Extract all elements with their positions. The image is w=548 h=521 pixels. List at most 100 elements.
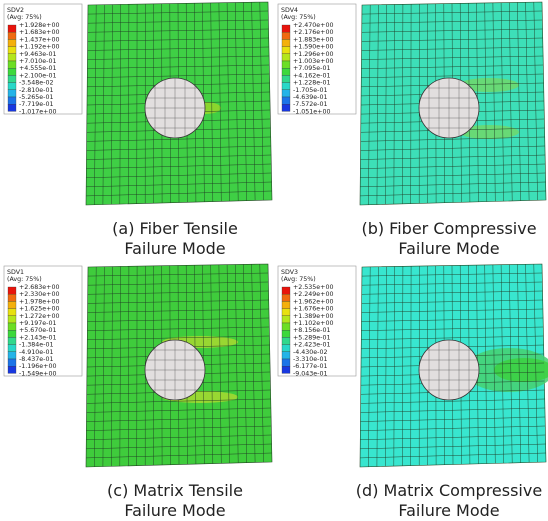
legend-swatch	[8, 47, 16, 54]
legend-label: +4.162e-01	[293, 72, 330, 79]
legend-swatch	[8, 32, 16, 39]
panel: SDV2(Avg: 75%)+1.928e+00+1.683e+00+1.437…	[4, 2, 272, 258]
legend-label: -1.051e+00	[293, 108, 330, 115]
legend-avg: (Avg: 75%)	[281, 14, 316, 21]
legend-label: +2.143e-01	[19, 334, 56, 341]
legend-swatch	[282, 287, 290, 294]
caption: (b) Fiber Compressive	[361, 219, 536, 238]
legend-label: +5.670e-01	[19, 327, 56, 334]
legend-label: -1.549e+00	[19, 370, 56, 377]
legend-label: -6.177e-01	[293, 363, 327, 370]
legend-label: -5.265e-01	[19, 94, 53, 101]
legend-swatch	[8, 301, 16, 308]
legend-swatch	[8, 316, 16, 323]
legend-swatch	[282, 337, 290, 344]
legend-swatch	[282, 309, 290, 316]
legend-swatch	[282, 345, 290, 352]
legend-label: +1.928e+00	[19, 22, 59, 29]
legend-swatch	[282, 294, 290, 301]
panel: SDV3(Avg: 75%)+2.535e+00+2.249e+00+1.962…	[278, 264, 548, 520]
caption: Failure Mode	[398, 239, 499, 258]
legend-label: -1.384e-01	[19, 342, 53, 349]
legend-swatch	[8, 97, 16, 104]
legend-title: SDV2	[7, 7, 24, 14]
legend-label: +1.883e+00	[293, 36, 333, 43]
legend-swatch	[282, 366, 290, 373]
legend-swatch	[8, 39, 16, 46]
legend-label: +1.296e+00	[293, 51, 333, 58]
legend-label: +2.683e+00	[19, 284, 59, 291]
legend-swatch	[8, 90, 16, 97]
legend-label: -1.196e+00	[19, 363, 56, 370]
legend-label: +2.330e+00	[19, 291, 59, 298]
legend-swatch	[8, 309, 16, 316]
legend-label: +2.535e+00	[293, 284, 333, 291]
legend-swatch	[282, 47, 290, 54]
legend-label: +2.249e+00	[293, 291, 333, 298]
caption: Failure Mode	[124, 239, 225, 258]
legend-swatch	[8, 287, 16, 294]
legend-swatch	[8, 323, 16, 330]
legend-swatch	[282, 359, 290, 366]
legend-label: +5.289e-01	[293, 334, 330, 341]
legend-label: +7.095e-01	[293, 65, 330, 72]
caption: Failure Mode	[124, 501, 225, 520]
panel: SDV1(Avg: 75%)+2.683e+00+2.330e+00+1.978…	[4, 264, 272, 520]
legend-swatch	[282, 61, 290, 68]
legend-swatch	[8, 366, 16, 373]
legend-avg: (Avg: 75%)	[281, 276, 316, 283]
legend-swatch	[282, 75, 290, 82]
legend-label: +1.192e+00	[19, 44, 59, 51]
legend-label: +1.102e+00	[293, 320, 333, 327]
legend-label: +1.683e+00	[19, 29, 59, 36]
legend-swatch	[8, 337, 16, 344]
legend-swatch	[282, 54, 290, 61]
legend-swatch	[282, 32, 290, 39]
legend-swatch	[8, 359, 16, 366]
caption: (a) Fiber Tensile	[112, 219, 238, 238]
legend-label: +1.625e+00	[19, 306, 59, 313]
legend-swatch	[282, 352, 290, 359]
legend-label: +4.555e-01	[19, 65, 56, 72]
legend-label: +1.978e+00	[19, 298, 59, 305]
legend-swatch	[282, 97, 290, 104]
legend-swatch	[8, 104, 16, 111]
legend-swatch	[282, 104, 290, 111]
legend-label: +9.463e-01	[19, 51, 56, 58]
legend-label: -1.017e+00	[19, 108, 56, 115]
legend-swatch	[8, 75, 16, 82]
legend-label: -2.810e-01	[19, 87, 53, 94]
legend-label: -4.639e-01	[293, 94, 327, 101]
legend-swatch	[8, 345, 16, 352]
legend-title: SDV4	[281, 7, 298, 14]
legend-label: +1.272e+00	[19, 313, 59, 320]
legend-avg: (Avg: 75%)	[7, 14, 42, 21]
legend-label: -7.572e-01	[293, 101, 327, 108]
legend-label: +1.003e+00	[293, 58, 333, 65]
legend-label: -4.910e-01	[19, 349, 53, 356]
legend-swatch	[8, 352, 16, 359]
legend-label: -4.430e-02	[293, 349, 327, 356]
legend-title: SDV3	[281, 269, 298, 276]
legend-swatch	[282, 25, 290, 32]
legend-label: -9.043e-01	[293, 370, 327, 377]
legend-label: +2.470e+00	[293, 22, 333, 29]
legend-label: +7.010e-01	[19, 58, 56, 65]
legend-label: -3.310e-01	[293, 356, 327, 363]
legend-label: +1.389e+00	[293, 313, 333, 320]
legend-label: +1.962e+00	[293, 298, 333, 305]
legend-swatch	[8, 83, 16, 90]
legend-swatch	[282, 316, 290, 323]
legend-swatch	[282, 301, 290, 308]
legend-label: -3.548e-02	[19, 80, 53, 87]
legend-swatch	[282, 330, 290, 337]
figure: SDV2(Avg: 75%)+1.928e+00+1.683e+00+1.437…	[0, 0, 548, 521]
legend-label: +8.156e-01	[293, 327, 330, 334]
caption: (c) Matrix Tensile	[107, 481, 243, 500]
legend-swatch	[8, 330, 16, 337]
legend-swatch	[282, 39, 290, 46]
legend-label: +2.176e+00	[293, 29, 333, 36]
legend-label: +2.423e-01	[293, 342, 330, 349]
legend-title: SDV1	[7, 269, 24, 276]
caption: Failure Mode	[398, 501, 499, 520]
